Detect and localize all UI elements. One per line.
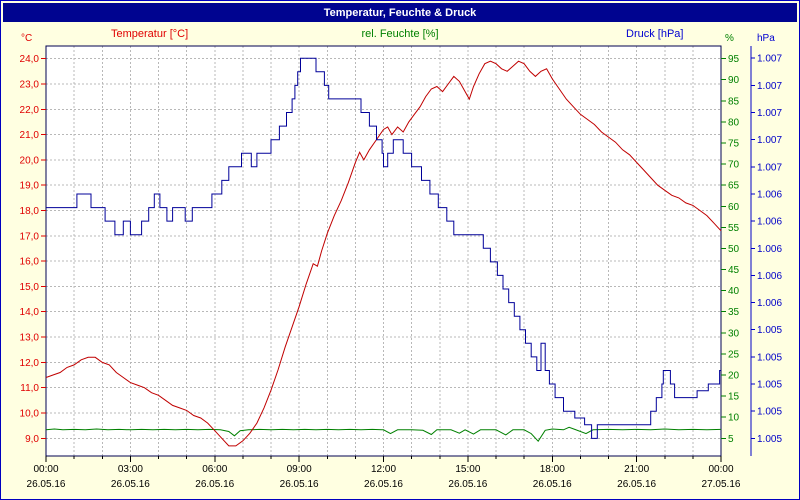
date-label: 26.05.16: [111, 479, 150, 490]
time-tick-label: 15:00: [455, 464, 480, 475]
temperature-tick-label: 15,0: [20, 282, 40, 293]
time-tick-label: 12:00: [371, 464, 396, 475]
time-tick-label: 00:00: [33, 464, 58, 475]
humidity-tick-label: 90: [728, 75, 740, 86]
temperature-tick-label: 12,0: [20, 358, 40, 369]
date-label: 26.05.16: [533, 479, 572, 490]
humidity-unit-label: %: [725, 33, 734, 44]
temperature-tick-label: 24,0: [20, 54, 40, 65]
pressure-unit-label: hPa: [757, 33, 775, 44]
temperature-series-line: [45, 60, 722, 447]
time-tick-label: 18:00: [540, 464, 565, 475]
humidity-tick-label: 30: [728, 328, 740, 339]
pressure-tick-label: 1.007: [757, 135, 782, 146]
humidity-tick-label: 60: [728, 202, 740, 213]
date-label: 26.05.16: [195, 479, 234, 490]
humidity-series-line: [45, 426, 722, 443]
pressure-tick-label: 1.006: [757, 298, 782, 309]
humidity-tick-label: 95: [728, 54, 740, 65]
pressure-tick-label: 1.005: [757, 434, 782, 445]
temperature-tick-label: 18,0: [20, 206, 40, 217]
pressure-tick-label: 1.007: [757, 54, 782, 65]
humidity-tick-label: 70: [728, 160, 740, 171]
temperature-axis-title: Temperatur [°C]: [111, 28, 189, 40]
temperature-tick-label: 21,0: [20, 130, 40, 141]
time-tick-label: 03:00: [118, 464, 143, 475]
temperature-tick-label: 14,0: [20, 307, 40, 318]
title-bar: Temperatur, Feuchte & Druck: [3, 3, 797, 22]
humidity-tick-label: 35: [728, 307, 740, 318]
temperature-tick-label: 17,0: [20, 231, 40, 242]
temperature-tick-label: 22,0: [20, 105, 40, 116]
humidity-tick-label: 50: [728, 244, 740, 255]
humidity-tick-label: 75: [728, 139, 740, 150]
pressure-tick-label: 1.006: [757, 189, 782, 200]
pressure-tick-label: 1.007: [757, 81, 782, 92]
pressure-axis-title: Druck [hPa]: [626, 28, 684, 40]
pressure-tick-label: 1.007: [757, 162, 782, 173]
humidity-tick-label: 45: [728, 265, 740, 276]
temperature-unit-label: °C: [21, 33, 33, 44]
temperature-tick-label: 23,0: [20, 79, 40, 90]
pressure-tick-label: 1.005: [757, 352, 782, 363]
date-label: 26.05.16: [617, 479, 656, 490]
temperature-tick-label: 16,0: [20, 257, 40, 268]
humidity-tick-label: 65: [728, 181, 740, 192]
date-label: 26.05.16: [448, 479, 487, 490]
temperature-tick-label: 9,0: [25, 434, 39, 445]
time-tick-label: 09:00: [287, 464, 312, 475]
pressure-tick-label: 1.005: [757, 325, 782, 336]
temperature-tick-label: 19,0: [20, 181, 40, 192]
temperature-tick-label: 10,0: [20, 408, 40, 419]
pressure-tick-label: 1.007: [757, 108, 782, 119]
date-label: 27.05.16: [702, 479, 741, 490]
temperature-tick-label: 20,0: [20, 155, 40, 166]
window-title: Temperatur, Feuchte & Druck: [323, 6, 477, 19]
humidity-tick-label: 15: [728, 392, 740, 403]
temperature-tick-label: 11,0: [20, 383, 39, 394]
humidity-tick-label: 55: [728, 223, 740, 234]
humidity-axis-title: rel. Feuchte [%]: [361, 28, 439, 40]
date-label: 26.05.16: [364, 479, 403, 490]
date-label: 26.05.16: [280, 479, 319, 490]
pressure-tick-label: 1.005: [757, 380, 782, 391]
humidity-tick-label: 85: [728, 96, 740, 107]
temperature-tick-label: 13,0: [20, 333, 40, 344]
pressure-tick-label: 1.006: [757, 217, 782, 228]
date-label: 26.05.16: [27, 479, 66, 490]
humidity-tick-label: 5: [728, 434, 734, 445]
humidity-tick-label: 80: [728, 117, 740, 128]
time-tick-label: 21:00: [624, 464, 649, 475]
humidity-tick-label: 20: [728, 371, 740, 382]
time-tick-label: 06:00: [202, 464, 227, 475]
pressure-tick-label: 1.006: [757, 271, 782, 282]
time-tick-label: 00:00: [708, 464, 733, 475]
humidity-tick-label: 10: [728, 413, 740, 424]
humidity-tick-label: 25: [728, 349, 740, 360]
pressure-tick-label: 1.006: [757, 244, 782, 255]
humidity-tick-label: 40: [728, 286, 740, 297]
pressure-tick-label: 1.005: [757, 407, 782, 418]
pressure-series-line: [46, 57, 721, 439]
